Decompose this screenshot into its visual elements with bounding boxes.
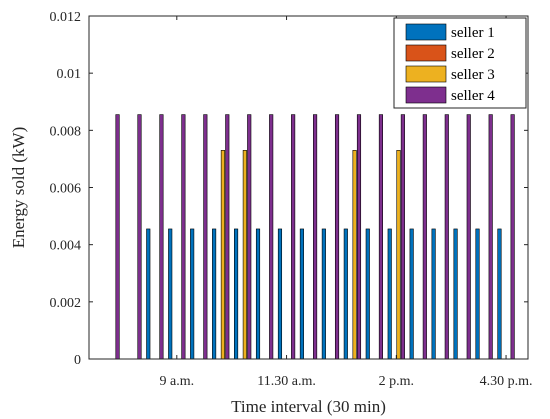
bar-seller-1-x11 xyxy=(321,228,326,360)
bar-seller-4-x17 xyxy=(466,114,471,360)
x-tick-label: 11.30 a.m. xyxy=(257,374,316,389)
bar-seller-4-x15 xyxy=(422,114,427,360)
bar-seller-1-x12 xyxy=(343,228,348,360)
bar-seller-4-x13 xyxy=(378,114,383,360)
bar-seller-4-x18 xyxy=(488,114,493,360)
bar-seller-1-x6 xyxy=(212,228,217,360)
bar-seller-1-x4 xyxy=(168,228,173,360)
legend-label-seller-3: seller 3 xyxy=(451,67,495,83)
legend-swatch-seller-3 xyxy=(405,65,447,83)
bar-seller-1-x17 xyxy=(453,228,458,360)
bar-seller-1-x9 xyxy=(277,228,283,360)
bar-seller-1-x14 xyxy=(387,228,392,360)
y-tick-label: 0.01 xyxy=(57,67,82,82)
bar-seller-4-x12 xyxy=(356,114,362,360)
y-axis-label: Energy sold (kW) xyxy=(9,127,28,249)
legend-label-seller-1: seller 1 xyxy=(451,25,495,41)
bar-seller-3-x7 xyxy=(242,150,247,360)
bar-seller-4-x6 xyxy=(225,114,230,360)
legend: seller 1 seller 2 seller 3 seller 4 xyxy=(393,17,527,109)
bar-seller-1-x16 xyxy=(431,228,436,360)
bar-seller-4-x9 xyxy=(291,114,296,360)
bar-seller-4-x16 xyxy=(444,114,449,360)
bar-seller-4-x14 xyxy=(400,114,405,360)
bar-seller-1-x8 xyxy=(255,228,261,360)
bar-seller-3-x12 xyxy=(352,150,357,360)
x-axis-label: Time interval (30 min) xyxy=(231,397,386,416)
bar-seller-4-x5 xyxy=(203,114,208,360)
bar-seller-4-x3 xyxy=(159,114,164,360)
x-tick-label: 4.30 p.m. xyxy=(480,374,533,389)
y-tick-label: 0.004 xyxy=(50,239,82,254)
legend-swatch-seller-1 xyxy=(405,23,447,41)
y-tick-label: 0.006 xyxy=(50,182,82,197)
bar-seller-3-x14 xyxy=(396,150,401,360)
bar-seller-4-x19 xyxy=(510,114,515,360)
bar-seller-3-x6 xyxy=(220,150,225,360)
y-axis: 0 0.002 0.004 0.006 0.008 0.01 0.012 xyxy=(50,10,528,368)
y-tick-label: 0.002 xyxy=(50,296,82,311)
bar-seller-1-x7 xyxy=(234,228,239,360)
y-tick-label: 0 xyxy=(74,353,81,368)
bar-seller-1-x15 xyxy=(409,228,414,360)
bar-seller-1-x10 xyxy=(299,228,304,360)
x-axis: 9 a.m. 11.30 a.m. 2 p.m. 4.30 p.m. xyxy=(159,16,532,389)
bar-seller-4-x4 xyxy=(181,114,186,360)
x-tick-label: 2 p.m. xyxy=(379,374,414,389)
bar-seller-4-x2 xyxy=(137,114,142,360)
legend-swatch-seller-4 xyxy=(405,86,447,104)
bar-seller-4-x8 xyxy=(269,114,274,360)
legend-label-seller-2: seller 2 xyxy=(451,46,495,62)
y-tick-label: 0.008 xyxy=(50,124,82,139)
bar-seller-1-x3 xyxy=(146,228,151,360)
legend-label-seller-4: seller 4 xyxy=(451,88,495,104)
bar-seller-1-x13 xyxy=(365,228,370,360)
bar-seller-4-x7 xyxy=(247,114,252,360)
bar-seller-4-x1 xyxy=(115,114,120,360)
y-tick-label: 0.012 xyxy=(50,10,82,25)
x-tick-label: 9 a.m. xyxy=(159,374,194,389)
bar-seller-1-x5 xyxy=(190,228,195,360)
bar-seller-4-x10 xyxy=(313,114,318,360)
legend-swatch-seller-2 xyxy=(405,44,447,62)
bar-seller-4-x11 xyxy=(334,114,340,360)
bar-seller-1-x19 xyxy=(497,228,502,360)
bar-seller-1-x18 xyxy=(475,228,480,360)
